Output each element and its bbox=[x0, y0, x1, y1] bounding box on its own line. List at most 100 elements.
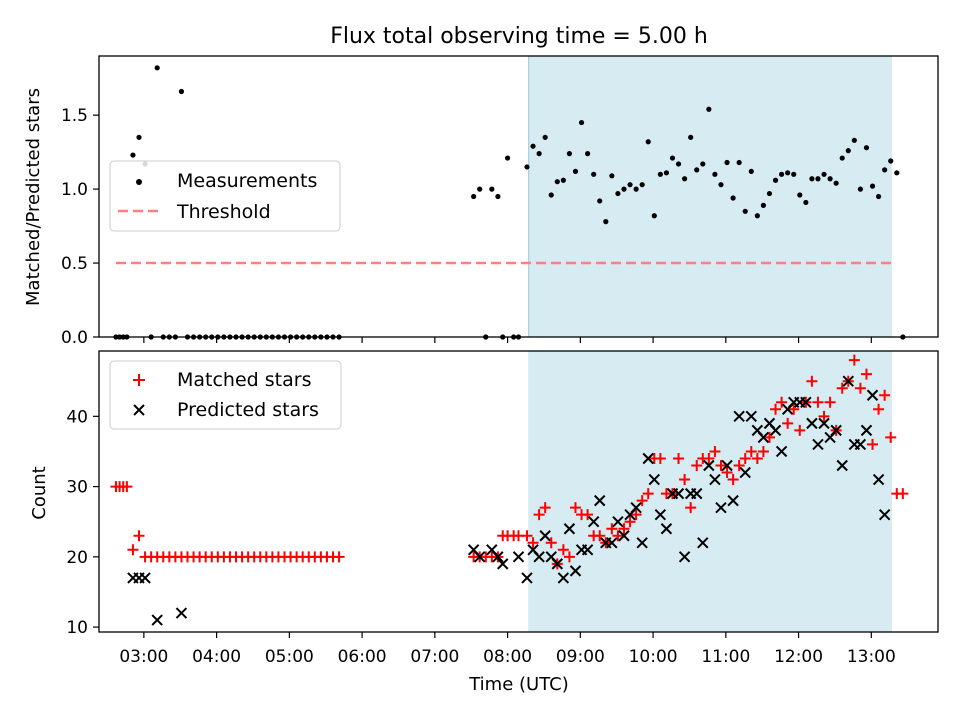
bottom-y-tick-label: 20 bbox=[66, 548, 88, 568]
measurement-point bbox=[560, 177, 566, 183]
predicted-star-marker bbox=[727, 494, 739, 507]
measurement-point bbox=[130, 152, 136, 158]
predicted-star-marker bbox=[818, 417, 830, 430]
predicted-star-marker bbox=[678, 551, 691, 563]
predicted-star-marker bbox=[697, 537, 709, 549]
matched-star-marker bbox=[806, 375, 818, 387]
measurement-point bbox=[524, 164, 530, 170]
chart-title: Flux total observing time = 5.00 h bbox=[330, 24, 708, 49]
predicted-star-marker bbox=[557, 572, 570, 584]
top-legend: Measurements Threshold bbox=[109, 160, 341, 232]
top-x-ticks bbox=[143, 337, 872, 343]
predicted-star-marker bbox=[854, 438, 867, 451]
predicted-star-markers bbox=[127, 375, 891, 626]
measurement-point bbox=[845, 148, 851, 154]
matched-star-marker bbox=[691, 460, 703, 472]
predicted-star-marker bbox=[800, 396, 812, 408]
predicted-star-marker bbox=[691, 487, 703, 500]
measurement-point bbox=[869, 183, 876, 189]
predicted-star-marker bbox=[872, 473, 885, 486]
predicted-star-marker bbox=[739, 466, 751, 479]
top-legend-box bbox=[109, 160, 341, 232]
measurement-point bbox=[688, 134, 694, 140]
predicted-star-marker bbox=[497, 558, 509, 570]
measurement-point bbox=[742, 208, 748, 214]
matched-star-marker bbox=[885, 431, 897, 443]
matched-star-marker bbox=[582, 509, 594, 521]
measurement-point bbox=[669, 155, 676, 161]
predicted-star-marker bbox=[836, 459, 848, 472]
bottom-panel: 03:00 04:00 05:00 06:00 07:00 08:00 09:00 10:00… bbox=[29, 350, 939, 695]
measurement-point bbox=[700, 161, 706, 167]
span-edge bbox=[528, 56, 530, 337]
measurement-point bbox=[839, 155, 845, 161]
matched-star-marker bbox=[679, 474, 691, 486]
predicted-star-marker bbox=[654, 508, 667, 521]
measurement-point bbox=[712, 171, 718, 177]
measurement-point bbox=[682, 176, 688, 182]
predicted-star-marker bbox=[587, 516, 600, 528]
matched-star-marker bbox=[127, 544, 139, 556]
matched-star-marker bbox=[776, 396, 788, 408]
bottom-y-tick-label: 10 bbox=[66, 618, 88, 638]
measurement-point bbox=[851, 137, 857, 143]
measurement-point bbox=[136, 134, 142, 140]
bottom-x-ticks: 03:00 04:00 05:00 06:00 07:00 08:00 09:00 10:00… bbox=[119, 632, 896, 667]
predicted-star-marker bbox=[473, 551, 486, 563]
matched-star-marker bbox=[606, 523, 618, 535]
matched-star-marker bbox=[751, 452, 763, 464]
predicted-star-marker bbox=[630, 501, 642, 514]
matched-star-marker bbox=[897, 488, 909, 500]
x-tick-label: 08:00 bbox=[483, 647, 532, 667]
predicted-star-marker bbox=[709, 473, 721, 486]
matched-star-marker bbox=[715, 460, 727, 472]
measurement-point bbox=[730, 195, 736, 201]
measurement-point bbox=[495, 193, 501, 200]
measurement-point bbox=[772, 177, 779, 183]
measurement-point bbox=[803, 199, 809, 206]
measurement-point bbox=[833, 180, 839, 186]
measurement-point bbox=[694, 167, 700, 173]
legend-predicted-marker bbox=[133, 404, 145, 416]
predicted-star-marker bbox=[151, 614, 163, 626]
threshold-layer bbox=[115, 56, 892, 337]
matched-star-marker bbox=[527, 537, 539, 549]
x-tick-label: 11:00 bbox=[701, 647, 750, 667]
bottom-legend-box bbox=[109, 360, 342, 430]
matched-star-marker bbox=[745, 445, 757, 457]
top-y-ticks: 0.0 0.5 1.0 1.5 bbox=[61, 106, 99, 348]
measurement-point bbox=[591, 171, 597, 177]
predicted-star-marker bbox=[492, 551, 504, 563]
x-tick-label: 04:00 bbox=[192, 647, 241, 667]
top-axes-frame bbox=[98, 55, 939, 338]
matched-star-marker bbox=[848, 354, 860, 366]
predicted-star-marker bbox=[757, 431, 770, 444]
matched-star-marker bbox=[836, 382, 848, 394]
predicted-star-marker bbox=[715, 501, 727, 514]
predicted-star-marker bbox=[672, 487, 685, 500]
predicted-star-marker bbox=[721, 459, 733, 472]
top-y-tick-label: 0.5 bbox=[61, 254, 88, 274]
measurement-point bbox=[815, 176, 821, 182]
x-tick-label: 07:00 bbox=[410, 647, 459, 667]
top-observing-span bbox=[528, 56, 892, 337]
predicted-star-marker bbox=[775, 445, 788, 458]
measurement-point bbox=[760, 202, 767, 208]
matched-star-marker bbox=[867, 438, 879, 450]
matched-star-marker bbox=[879, 389, 891, 401]
predicted-star-marker bbox=[703, 459, 715, 472]
top-y-tick-label: 1.0 bbox=[61, 180, 88, 200]
measurement-point bbox=[530, 143, 536, 149]
legend-measurement-marker bbox=[136, 179, 142, 185]
measurement-point bbox=[821, 171, 827, 177]
predicted-star-marker bbox=[521, 572, 533, 584]
measurement-point bbox=[882, 167, 888, 173]
measurement-point bbox=[718, 182, 724, 188]
predicted-star-marker bbox=[139, 572, 151, 584]
measurement-point bbox=[675, 161, 682, 167]
measurement-point bbox=[791, 171, 797, 177]
x-tick-label: 09:00 bbox=[556, 647, 605, 667]
legend-measurements-label: Measurements bbox=[177, 170, 317, 192]
predicted-star-marker bbox=[594, 494, 606, 507]
predicted-star-marker bbox=[842, 375, 854, 387]
